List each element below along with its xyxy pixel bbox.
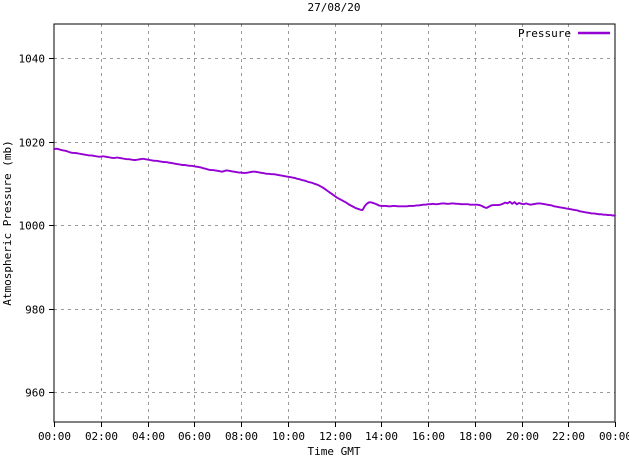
- x-tick-label: 22:00: [552, 430, 585, 443]
- x-tick-label: 14:00: [365, 430, 398, 443]
- x-tick-label: 08:00: [225, 430, 258, 443]
- y-tick-label: 1020: [19, 137, 46, 150]
- data-series-layer: [53, 147, 616, 217]
- y-tick-label: 960: [25, 387, 45, 400]
- y-tick-label: 980: [25, 304, 45, 317]
- x-tick-label: 12:00: [319, 430, 352, 443]
- legend-label-pressure: Pressure: [518, 27, 571, 40]
- x-tick-label: 00:00: [599, 430, 629, 443]
- plot-frame: [53, 23, 616, 423]
- y-axis-title: Atmospheric Pressure (mb): [1, 140, 14, 306]
- x-axis-ticks: 00:00 02:00 04:00 06:00 08:00 10:00 12:00 14:00…: [38, 422, 629, 443]
- x-tick-label: 10:00: [272, 430, 305, 443]
- chart-legend: Pressure: [518, 27, 610, 40]
- chart-title: 27/08/20: [308, 1, 361, 14]
- y-tick-label: 1000: [19, 220, 46, 233]
- grid-lines: [54, 24, 615, 422]
- x-tick-label: 16:00: [412, 430, 445, 443]
- data-line-pressure: [53, 147, 616, 217]
- x-tick-label: 06:00: [178, 430, 211, 443]
- y-axis-ticks: 1040 1020 1000 980 960: [19, 53, 54, 400]
- y-tick-label: 1040: [19, 53, 46, 66]
- x-tick-label: 00:00: [38, 430, 71, 443]
- x-axis-title: Time GMT: [308, 445, 361, 458]
- x-tick-label: 20:00: [506, 430, 539, 443]
- x-tick-label: 18:00: [459, 430, 492, 443]
- x-tick-label: 02:00: [85, 430, 118, 443]
- x-tick-label: 04:00: [132, 430, 165, 443]
